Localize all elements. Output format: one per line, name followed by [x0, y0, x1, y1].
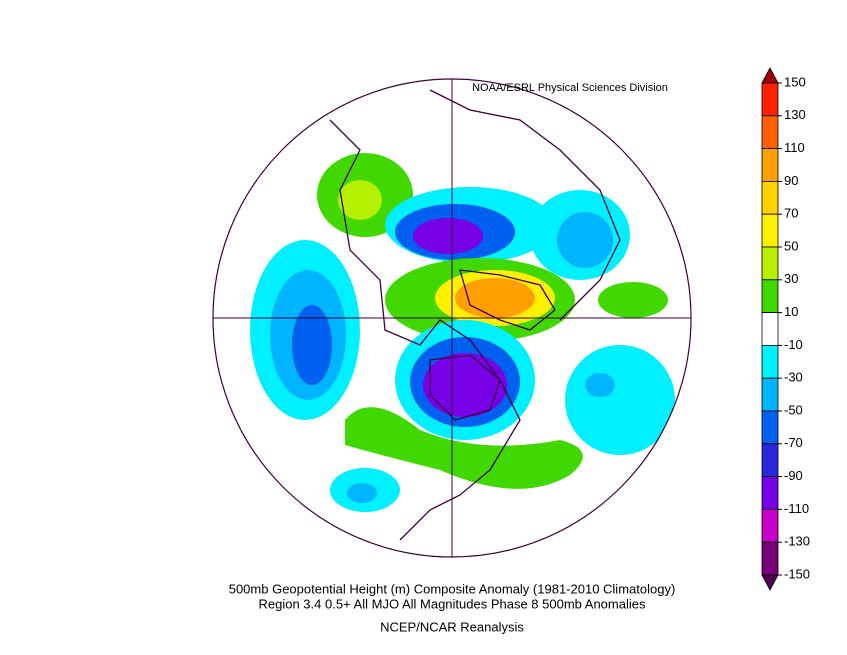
anomaly-region [557, 212, 613, 268]
colorbar-label: 150 [784, 74, 806, 89]
anomaly-region [345, 407, 583, 489]
colorbar-label: 50 [784, 238, 798, 253]
colorbar-label: -30 [784, 370, 803, 385]
colorbar-swatch [761, 443, 779, 477]
anomaly-region [347, 483, 377, 503]
colorbar-swatch [761, 574, 779, 591]
colorbar-swatch [761, 180, 779, 215]
anomaly-region [292, 305, 332, 385]
colorbar-swatch [761, 541, 779, 576]
colorbar-label: -90 [784, 468, 803, 483]
colorbar-swatch [761, 246, 779, 281]
colorbar: 150 130 110 90 70 50 30 10 -10 -30 -50 -70 -90 -110 -1… [761, 67, 810, 591]
colorbar-swatch [761, 410, 779, 445]
colorbar-swatch [761, 115, 779, 150]
colorbar-label: 30 [784, 271, 798, 286]
anomaly-region [565, 345, 675, 455]
colorbar-label: -130 [784, 534, 810, 549]
colorbar-swatch [761, 148, 779, 182]
colorbar-swatch [761, 67, 779, 84]
credit: NOAA/ESRL Physical Sciences Division [472, 82, 668, 94]
colorbar-swatch [761, 344, 779, 379]
coastline [329, 119, 521, 541]
colorbar-label: 130 [784, 107, 806, 122]
colorbar-label: -150 [784, 566, 810, 581]
source: NCEP/NCAR Reanalysis [380, 619, 524, 634]
colorbar-swatch [761, 508, 779, 543]
colorbar-label: -10 [784, 337, 803, 352]
anomaly-region [338, 180, 382, 220]
colorbar-label: -110 [784, 501, 809, 516]
map [213, 79, 691, 557]
colorbar-swatch [761, 279, 779, 313]
colorbar-label: -70 [784, 435, 803, 450]
colorbar-label: 70 [784, 206, 798, 221]
coastline [429, 89, 621, 321]
coastline [429, 354, 501, 421]
anomaly-region [585, 373, 615, 397]
colorbar-label: 110 [784, 140, 805, 155]
anomaly-region [423, 353, 507, 417]
anomaly-region [598, 282, 668, 318]
colorbar-label: 10 [784, 304, 798, 319]
title: 500mb Geopotential Height (m) Composite … [229, 581, 676, 596]
colorbar-swatch [761, 213, 779, 248]
colorbar-swatch [761, 82, 779, 117]
anomaly-region [455, 278, 535, 318]
colorbar-swatch [761, 476, 779, 510]
anomaly-region [413, 218, 483, 254]
colorbar-swatch [761, 377, 779, 412]
colorbar-label: -50 [784, 402, 803, 417]
subtitle: Region 3.4 0.5+ All MJO All Magnitudes P… [259, 596, 646, 611]
colorbar-swatch [761, 312, 779, 346]
coastline [459, 269, 556, 331]
colorbar-label: 90 [784, 173, 798, 188]
